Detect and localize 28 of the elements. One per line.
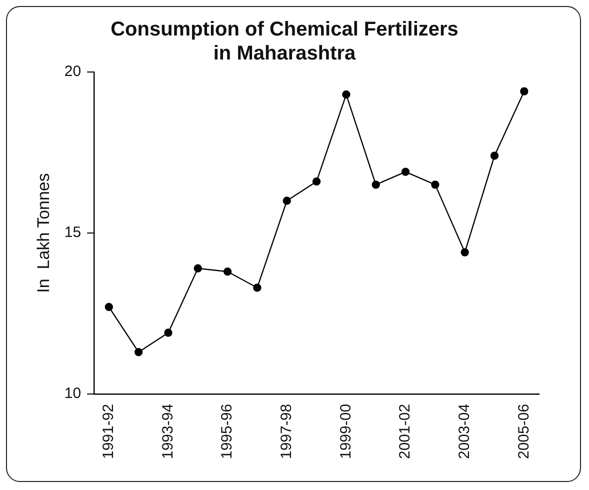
point <box>372 180 380 189</box>
x-tick-label: 1991-92 <box>100 404 118 460</box>
x-tick-label: 2001-02 <box>396 404 414 460</box>
point <box>312 177 321 186</box>
point <box>431 180 440 189</box>
y-tick-label: 20 <box>64 63 82 80</box>
point <box>342 90 350 99</box>
chart-title: Consumption of Chemical Fertilizers in Maharashtra <box>110 18 458 65</box>
x-tick-label: 2005-06 <box>515 404 532 460</box>
x-tick-label: 1999-00 <box>337 404 354 460</box>
point <box>223 268 232 276</box>
x-tick-label: 1993-94 <box>159 404 176 460</box>
point <box>401 168 410 176</box>
point <box>134 348 143 356</box>
x-tick-label: 1997-98 <box>278 404 296 460</box>
point <box>104 302 114 312</box>
point <box>282 196 291 205</box>
point <box>164 328 172 337</box>
y-axis-title: In Lakh Tonnes <box>34 173 53 293</box>
point <box>460 248 469 256</box>
y-tick-label: 10 <box>64 385 82 402</box>
point <box>253 284 262 292</box>
x-tick-label: 1995-96 <box>218 404 236 460</box>
y-tick-label: 15 <box>64 224 82 242</box>
x-tick-label: 2003-04 <box>456 404 473 460</box>
point <box>520 87 528 96</box>
point <box>490 152 499 160</box>
point <box>194 264 202 272</box>
